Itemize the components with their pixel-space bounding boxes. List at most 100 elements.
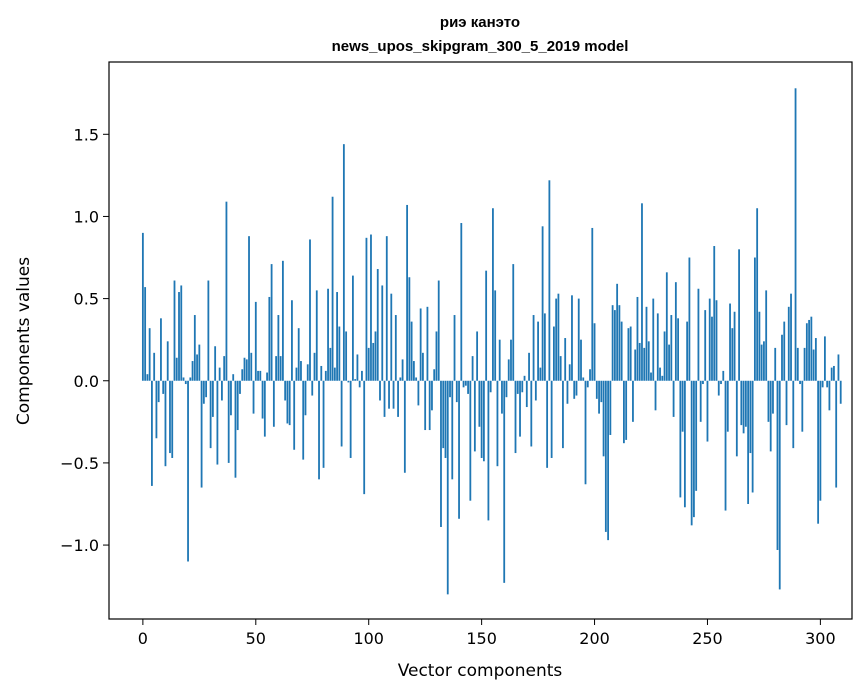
bar: [444, 380, 447, 458]
bar: [781, 334, 783, 381]
bar: [767, 380, 770, 422]
bar: [731, 328, 734, 381]
bar: [478, 380, 481, 427]
bar: [523, 375, 526, 381]
bar: [406, 204, 409, 381]
bar: [636, 296, 639, 381]
bar: [672, 380, 675, 417]
bar: [634, 349, 637, 381]
bar: [519, 380, 521, 437]
bar: [426, 306, 429, 381]
bar: [514, 380, 517, 454]
bar: [358, 380, 361, 388]
bar: [528, 352, 530, 381]
bar: [776, 380, 779, 550]
bar: [839, 380, 842, 404]
bar: [354, 379, 357, 381]
bar: [562, 380, 564, 449]
bar: [611, 305, 614, 381]
bar: [821, 380, 824, 388]
bar: [207, 280, 210, 381]
bar: [638, 342, 641, 381]
bar: [270, 264, 273, 381]
bar: [591, 227, 594, 381]
bar: [722, 370, 725, 381]
bar: [498, 339, 501, 381]
bar: [546, 380, 549, 468]
bar: [534, 380, 537, 401]
bar: [148, 328, 151, 381]
bar: [300, 361, 302, 381]
bar: [681, 380, 684, 432]
bar: [166, 341, 169, 381]
bar: [571, 295, 573, 381]
bar: [530, 380, 533, 447]
bar: [557, 293, 560, 381]
bar: [200, 380, 203, 488]
bar: [417, 380, 420, 406]
bar: [261, 380, 264, 419]
bar: [480, 380, 483, 458]
bar: [293, 380, 296, 450]
bar: [277, 315, 280, 381]
chart-title-line-2: news_upos_skipgram_300_5_2019 model: [332, 38, 629, 55]
bar: [338, 326, 341, 381]
bar: [198, 344, 201, 381]
bar: [187, 380, 189, 562]
bar: [489, 380, 492, 393]
bar: [433, 369, 436, 381]
bar: [510, 339, 512, 381]
x-axis-ticks: 0 50 100 150 200 250 300: [138, 619, 836, 648]
bar: [505, 380, 508, 398]
bar: [214, 346, 217, 381]
x-tick-label: 50: [246, 629, 266, 648]
bar: [306, 364, 309, 381]
bar: [309, 239, 311, 381]
bar: [342, 144, 345, 381]
bar: [686, 321, 689, 381]
bar: [383, 380, 386, 417]
bar: [313, 352, 316, 381]
bar: [458, 380, 460, 519]
bar: [674, 282, 677, 381]
bar: [799, 380, 801, 385]
bar: [381, 285, 384, 381]
bar: [476, 331, 479, 381]
bar: [733, 311, 736, 381]
bar: [496, 380, 499, 467]
bar: [790, 293, 792, 381]
bar: [747, 380, 750, 504]
bar: [507, 359, 510, 381]
bar: [559, 356, 562, 381]
bar: [460, 223, 463, 381]
bar: [151, 380, 153, 486]
x-tick-label: 250: [692, 629, 723, 648]
bar: [566, 380, 569, 404]
bar: [209, 380, 212, 449]
bar: [699, 380, 702, 422]
chart-title-line-1: риэ канэто: [440, 14, 520, 31]
bar: [516, 380, 519, 394]
bar: [157, 380, 160, 403]
bar: [180, 285, 183, 381]
bar: [487, 380, 490, 521]
bar: [715, 300, 718, 381]
bar: [735, 380, 738, 457]
bar: [604, 380, 607, 532]
bar: [618, 305, 621, 381]
bar: [828, 380, 831, 411]
bar: [613, 310, 616, 381]
bar: [431, 380, 433, 411]
bar: [774, 347, 777, 381]
bar: [663, 331, 666, 381]
y-tick-label: −1.0: [60, 536, 99, 555]
bar: [424, 380, 427, 431]
bar: [690, 380, 693, 526]
bar: [473, 380, 476, 452]
bar: [711, 316, 713, 381]
bar: [225, 201, 228, 381]
bar: [586, 380, 589, 388]
bar: [656, 313, 659, 381]
bar: [609, 380, 612, 435]
bar: [193, 315, 196, 381]
